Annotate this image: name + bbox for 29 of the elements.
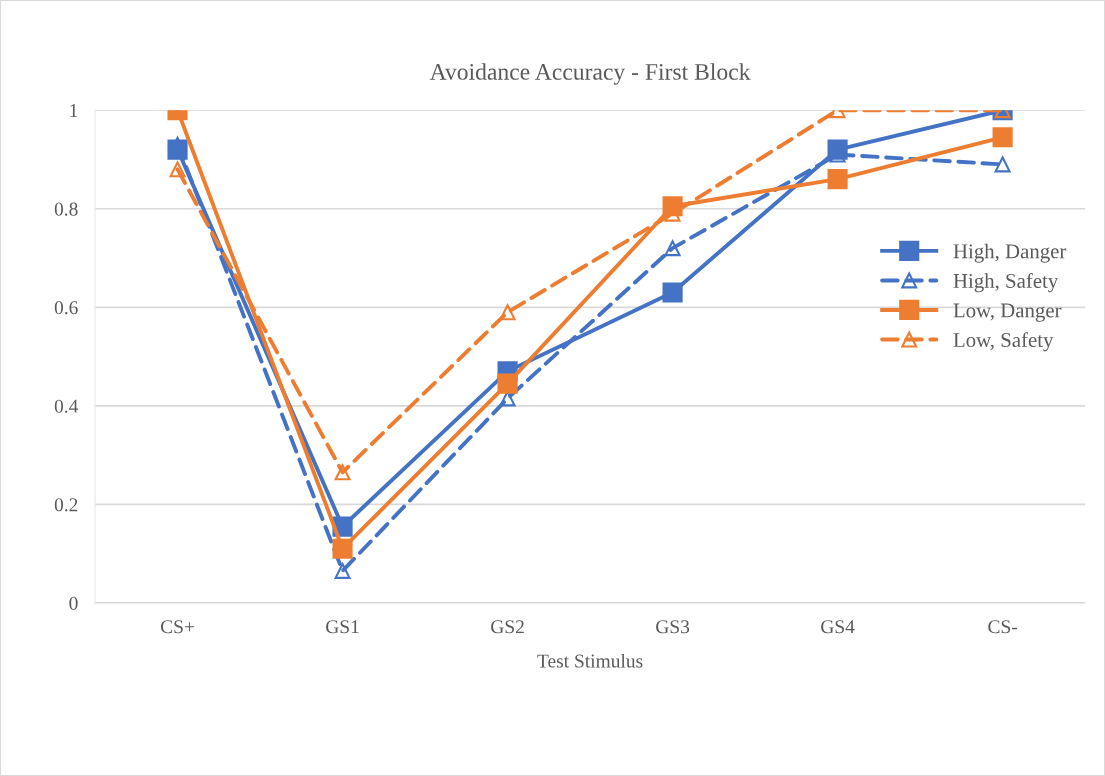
point xyxy=(332,538,353,559)
x-axis-title: Test Stimulus xyxy=(537,653,643,668)
x-tick-label: GS2 xyxy=(491,620,524,634)
y-tick-label: 0.2 xyxy=(54,498,78,512)
point xyxy=(499,304,516,321)
x-tick-label: GS1 xyxy=(326,620,359,634)
point xyxy=(334,562,351,579)
y-tick-label: 0.4 xyxy=(54,399,79,413)
x-tick-label: CS+ xyxy=(160,620,194,634)
point xyxy=(994,156,1011,173)
point xyxy=(664,240,681,257)
x-tick-label: GS4 xyxy=(821,620,855,634)
y-tick-label: 0.6 xyxy=(54,301,78,315)
x-tick-label: CS- xyxy=(988,620,1018,634)
legend-label: High, Danger xyxy=(953,243,1067,263)
legend-label: Low, Danger xyxy=(953,303,1062,322)
chart-title: Avoidance Accuracy - First Block xyxy=(429,63,751,85)
point xyxy=(662,282,683,303)
point xyxy=(334,464,351,481)
point xyxy=(827,169,848,190)
legend-label: High, Safety xyxy=(953,273,1059,293)
x-tick-label: GS3 xyxy=(656,620,690,634)
y-tick-label: 0 xyxy=(69,596,78,610)
point xyxy=(169,161,186,178)
point xyxy=(992,127,1013,148)
point xyxy=(497,373,518,394)
y-tick-label: 0.8 xyxy=(54,202,78,216)
y-tick-label: 1 xyxy=(70,104,78,117)
legend-label: Low, Safety xyxy=(953,332,1054,352)
